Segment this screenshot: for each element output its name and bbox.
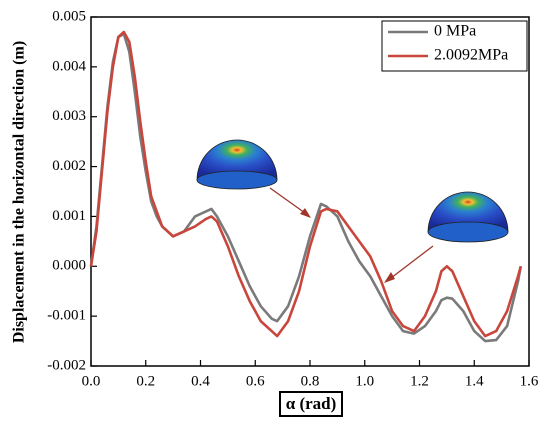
y-tick-label: 0.004 — [52, 58, 86, 74]
y-tick-label: 0.003 — [52, 108, 86, 124]
x-tick-label: 1.4 — [465, 373, 484, 389]
y-tick-label: 0.005 — [52, 8, 86, 24]
annotation-arrow — [269, 187, 434, 283]
x-tick-label: 0.8 — [301, 373, 320, 389]
x-label-box — [279, 391, 343, 417]
dome-illustration — [196, 139, 509, 243]
y-tick-label: 0.002 — [52, 158, 86, 174]
data-line — [89, 30, 523, 338]
y-tick-label: -0.002 — [47, 357, 86, 373]
x-tick-label: 1.0 — [355, 373, 374, 389]
y-tick-label: 0.000 — [52, 258, 86, 274]
x-axis-label: α (rad) — [286, 394, 337, 413]
data-line — [89, 32, 523, 343]
x-tick-label: 0.6 — [246, 373, 265, 389]
y-tick-label: -0.001 — [47, 308, 86, 324]
x-tick-label: 0.4 — [191, 373, 210, 389]
x-tick-label: 1.6 — [520, 373, 539, 389]
x-tick-label: 1.2 — [410, 373, 429, 389]
x-tick-label: 0.2 — [136, 373, 155, 389]
y-tick-label: 0.001 — [52, 208, 86, 224]
legend-box — [381, 20, 528, 72]
y-axis-label: Displacement in the horizontal direction… — [11, 41, 28, 343]
legend-label: 0 MPa — [434, 23, 476, 40]
x-tick-label: 0.0 — [82, 373, 101, 389]
legend-label: 2.0092MPa — [434, 47, 508, 64]
